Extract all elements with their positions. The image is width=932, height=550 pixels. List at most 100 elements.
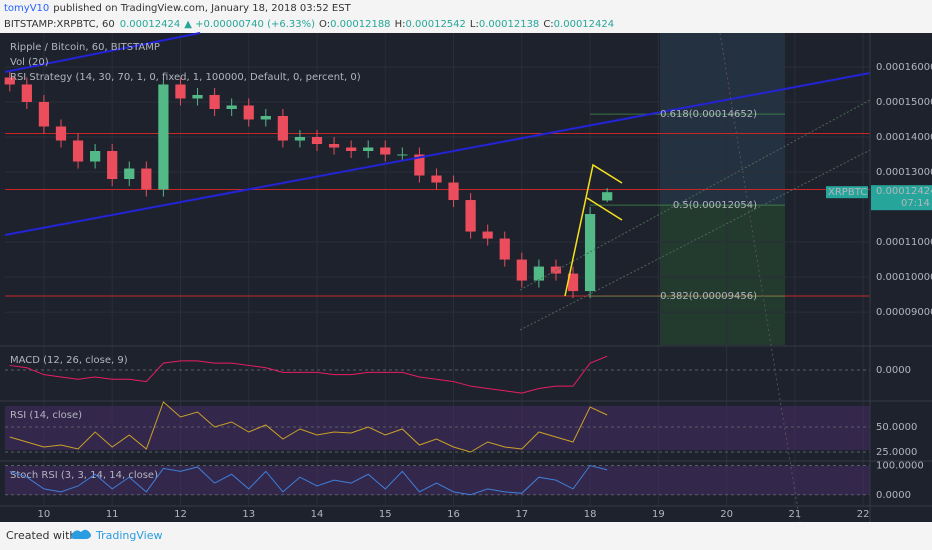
ohlc-key: O: (319, 19, 330, 30)
x-tick-label: 13 (242, 509, 255, 520)
fib-label: 0.5(0.00012054) (673, 200, 757, 211)
candle-body (158, 84, 169, 190)
y-tick-label: 50.0000 (876, 422, 917, 433)
reward-zone (660, 205, 785, 345)
candle-body (38, 101, 50, 127)
pane-title: Stoch RSI (3, 3, 14, 14, close) (10, 470, 158, 481)
candle-body (584, 214, 596, 292)
last: 0.00012424 (120, 19, 180, 30)
y-tick-label: 0.00009000 (876, 307, 932, 318)
candle-body (192, 94, 203, 99)
change: ▲ +0.00000740 (+6.33%) (184, 19, 315, 30)
candle-body (448, 182, 459, 201)
ohlc-key: C: (543, 19, 553, 30)
candle-body (482, 231, 493, 239)
brand-logo[interactable] (70, 529, 91, 539)
footer-bg (0, 522, 932, 550)
fib-label: 0.382(0.00009456) (660, 291, 757, 302)
x-tick-label: 21 (789, 509, 802, 520)
ohlc-value: 0.00012138 (479, 19, 539, 30)
candle-body (499, 238, 510, 260)
x-tick-label: 12 (174, 509, 187, 520)
pane-title: MACD (12, 26, close, 9) (10, 355, 128, 366)
price-label: 0.00012424 (876, 186, 932, 197)
candle-body (397, 154, 408, 156)
candle-body (431, 175, 442, 183)
candle-body (226, 105, 237, 109)
candle-body (107, 151, 118, 180)
published: published on TradingView.com, January 18… (53, 3, 351, 14)
x-tick-label: 14 (311, 509, 324, 520)
y-tick-label: 0.00010000 (876, 272, 932, 283)
candle-body (72, 140, 84, 162)
brand[interactable]: TradingView (95, 529, 162, 542)
channel-line (519, 149, 871, 331)
ohlc-key: L: (470, 19, 479, 30)
candle-body (277, 115, 288, 141)
candle-body (567, 273, 579, 292)
flag-line (586, 197, 623, 221)
ohlc-value: 0.00012424 (554, 19, 614, 30)
candle-body (465, 200, 476, 232)
candle-body (414, 154, 425, 176)
x-tick-label: 10 (38, 509, 51, 520)
pane-band (5, 406, 870, 450)
trendline (4, 72, 871, 236)
candle-body (243, 105, 254, 120)
ohlc-key: H: (395, 19, 406, 30)
candle-body (533, 266, 545, 281)
symbol: BITSTAMP:XRPBTC, 60 (4, 19, 115, 30)
candle-body (602, 192, 613, 201)
candle-body (209, 94, 220, 109)
y-tick-label: 0.0000 (876, 365, 911, 376)
candle-body (516, 259, 527, 281)
x-tick-label: 11 (106, 509, 119, 520)
ohlc-value: 0.00012542 (405, 19, 465, 30)
x-tick-label: 15 (379, 509, 392, 520)
candle-body (260, 115, 271, 120)
y-tick-label: 25.0000 (876, 447, 917, 458)
flag-line (564, 163, 623, 297)
symbol-line: BITSTAMP:XRPBTC, 60 0.00012424 ▲ +0.000007… (4, 19, 614, 30)
indicator-line (9, 355, 608, 394)
candle-body (328, 144, 340, 148)
badge-symbol: XRPBTC (828, 187, 867, 198)
marks (4, 70, 613, 299)
created-with: Created with (6, 529, 76, 542)
grid (5, 33, 870, 506)
y-tick-label: 0.00011000 (876, 237, 932, 248)
candle-body (311, 137, 323, 145)
price-bg (871, 185, 932, 211)
candle-body (294, 137, 306, 141)
y-tick-label: 0.00013000 (876, 167, 932, 178)
indicator-line (9, 464, 608, 496)
candle-body (55, 126, 67, 141)
pane-title: RSI (14, close) (10, 410, 82, 421)
x-tick-label: 22 (857, 509, 870, 520)
fib-label: 0.618(0.00014652) (660, 109, 757, 120)
y-tick-label: 0.00016000 (876, 62, 932, 73)
candle-body (141, 168, 152, 190)
trendline (4, 32, 201, 73)
risk-zone (660, 33, 785, 205)
candle-body (346, 147, 357, 152)
x-tick-label: 18 (584, 509, 597, 520)
x-tick-label: 19 (652, 509, 665, 520)
author: tomyV10 (4, 3, 49, 14)
y-tick-label: 0.00015000 (876, 97, 932, 108)
y-tick-label: 100.0000 (876, 461, 924, 472)
candle-body (363, 147, 374, 152)
candle-body (380, 147, 391, 155)
x-tick-label: 20 (720, 509, 733, 520)
header-bg (0, 0, 932, 33)
badge-bg (826, 186, 868, 199)
chart-title: Ripple / Bitcoin, 60, BITSTAMP (10, 42, 160, 53)
candle-body (21, 84, 32, 102)
candle-body (4, 77, 15, 85)
study-label: Vol (20) (10, 57, 49, 68)
x-tick-label: 16 (447, 509, 460, 520)
publish-line: tomyV10 published on TradingView.com, Jan… (4, 3, 352, 14)
x-tick-label: 17 (515, 509, 528, 520)
